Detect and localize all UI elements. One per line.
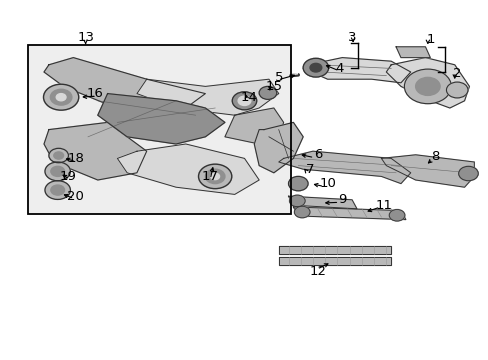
Circle shape <box>388 210 404 221</box>
Text: 13: 13 <box>77 31 94 44</box>
Circle shape <box>289 195 305 207</box>
Text: 15: 15 <box>265 80 282 93</box>
Circle shape <box>45 162 70 181</box>
Circle shape <box>259 86 276 99</box>
Circle shape <box>49 148 68 163</box>
Circle shape <box>309 63 321 72</box>
Text: 12: 12 <box>309 265 325 278</box>
Polygon shape <box>117 144 259 194</box>
Polygon shape <box>137 79 278 115</box>
Circle shape <box>54 152 63 159</box>
Text: 10: 10 <box>319 177 335 190</box>
Circle shape <box>238 96 250 105</box>
Polygon shape <box>254 122 303 173</box>
Text: 2: 2 <box>452 67 461 80</box>
Polygon shape <box>381 155 473 187</box>
Circle shape <box>198 164 231 189</box>
Polygon shape <box>288 196 356 209</box>
Circle shape <box>45 181 70 199</box>
Polygon shape <box>98 94 224 144</box>
Circle shape <box>43 84 79 110</box>
Text: 7: 7 <box>305 163 314 176</box>
Polygon shape <box>293 207 405 220</box>
Circle shape <box>446 82 467 98</box>
Text: 6: 6 <box>313 148 322 161</box>
Circle shape <box>51 166 64 176</box>
Polygon shape <box>278 151 410 184</box>
Polygon shape <box>386 58 468 108</box>
Polygon shape <box>224 108 283 144</box>
Text: 4: 4 <box>335 62 344 75</box>
Circle shape <box>50 89 72 105</box>
Bar <box>28 45 290 214</box>
Circle shape <box>51 185 64 195</box>
Circle shape <box>56 94 66 101</box>
Text: 5: 5 <box>274 71 283 84</box>
Polygon shape <box>395 47 429 58</box>
Text: 1: 1 <box>425 33 434 46</box>
Text: 8: 8 <box>430 150 439 163</box>
Circle shape <box>404 69 450 104</box>
Text: 3: 3 <box>347 31 356 44</box>
Text: 9: 9 <box>337 193 346 206</box>
Text: 19: 19 <box>60 170 77 183</box>
Text: 16: 16 <box>87 87 103 100</box>
Polygon shape <box>278 246 390 254</box>
Circle shape <box>232 92 256 110</box>
Text: 18: 18 <box>67 152 84 165</box>
Circle shape <box>303 58 328 77</box>
Circle shape <box>415 77 439 95</box>
Text: 17: 17 <box>202 170 218 183</box>
Polygon shape <box>278 257 390 265</box>
Circle shape <box>458 166 477 181</box>
Circle shape <box>294 206 309 218</box>
Polygon shape <box>44 58 205 108</box>
Bar <box>28 45 290 214</box>
Polygon shape <box>44 122 146 180</box>
Text: 20: 20 <box>67 190 84 203</box>
Circle shape <box>288 176 307 191</box>
Polygon shape <box>303 58 410 83</box>
Text: 14: 14 <box>241 91 257 104</box>
Circle shape <box>205 169 224 184</box>
Text: 11: 11 <box>375 199 391 212</box>
Circle shape <box>210 173 219 180</box>
